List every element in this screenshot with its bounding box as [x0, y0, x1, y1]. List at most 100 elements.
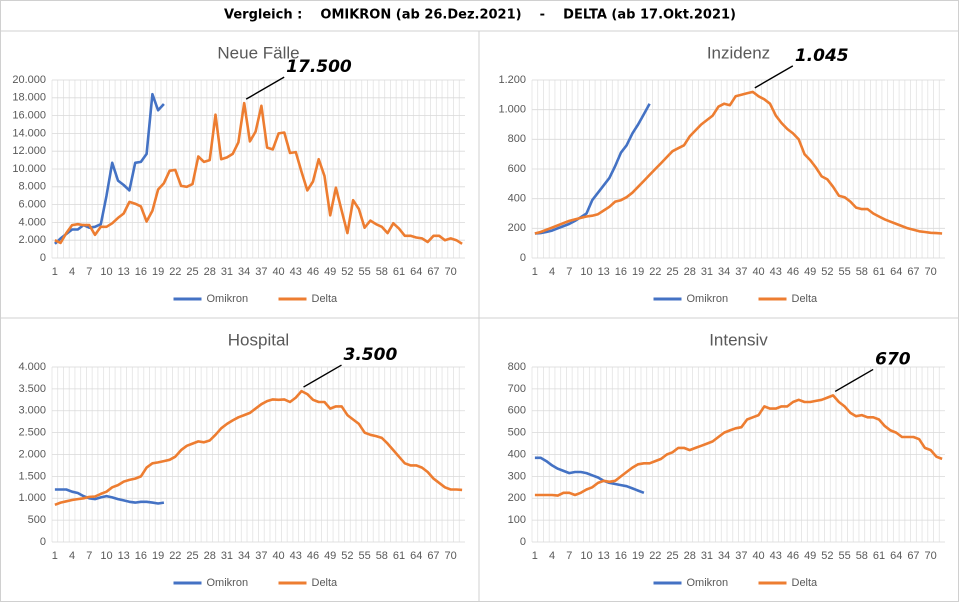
- x-tick-label: 55: [358, 266, 370, 278]
- x-tick-label: 34: [718, 266, 730, 278]
- y-tick-label: 2.000: [18, 234, 46, 246]
- x-tick-label: 25: [186, 266, 198, 278]
- y-tick-label: 20.000: [12, 74, 46, 86]
- x-tick-label: 34: [718, 550, 730, 562]
- y-tick-label: 0: [520, 252, 526, 264]
- y-tick-label: 400: [508, 193, 526, 205]
- x-tick-label: 25: [186, 550, 198, 562]
- x-tick-label: 64: [890, 266, 902, 278]
- x-tick-label: 40: [752, 266, 764, 278]
- x-tick-label: 31: [701, 550, 713, 562]
- y-tick-label: 2.000: [18, 448, 46, 460]
- x-tick-label: 46: [307, 266, 319, 278]
- x-tick-label: 31: [221, 550, 233, 562]
- y-tick-label: 800: [508, 133, 526, 145]
- x-tick-label: 7: [566, 550, 572, 562]
- y-tick-label: 100: [508, 514, 526, 526]
- annotation-line: [834, 368, 874, 393]
- x-tick-label: 13: [598, 266, 610, 278]
- x-tick-label: 19: [632, 266, 644, 278]
- x-tick-label: 52: [341, 550, 353, 562]
- annotation: 3.500: [344, 345, 398, 365]
- annotation-line: [303, 364, 342, 388]
- x-tick-label: 70: [925, 550, 937, 562]
- x-tick-label: 49: [324, 266, 336, 278]
- annotation: 17.500: [286, 57, 352, 77]
- x-tick-label: 58: [856, 550, 868, 562]
- legend-label: Omikron: [207, 293, 249, 305]
- x-tick-label: 64: [890, 550, 902, 562]
- x-tick-label: 16: [615, 266, 627, 278]
- x-tick-label: 28: [684, 266, 696, 278]
- x-tick-label: 28: [684, 550, 696, 562]
- y-tick-label: 1.000: [18, 492, 46, 504]
- x-tick-label: 22: [649, 266, 661, 278]
- y-tick-label: 1.200: [498, 74, 526, 86]
- x-tick-label: 61: [873, 266, 885, 278]
- x-tick-label: 37: [735, 266, 747, 278]
- x-tick-label: 49: [804, 550, 816, 562]
- series-line: [534, 103, 651, 235]
- legend-label: Delta: [312, 577, 339, 589]
- y-tick-label: 3.500: [18, 383, 46, 395]
- y-tick-label: 4.000: [18, 216, 46, 228]
- x-tick-label: 55: [358, 550, 370, 562]
- x-tick-label: 49: [804, 266, 816, 278]
- x-tick-label: 58: [376, 266, 388, 278]
- x-tick-label: 37: [255, 266, 267, 278]
- x-tick-label: 1: [52, 550, 58, 562]
- x-tick-label: 43: [290, 266, 302, 278]
- x-tick-label: 37: [735, 550, 747, 562]
- y-tick-label: 3.000: [18, 405, 46, 417]
- x-tick-label: 52: [821, 550, 833, 562]
- x-tick-label: 46: [307, 550, 319, 562]
- x-tick-label: 67: [427, 550, 439, 562]
- chart-title: Inzidenz: [707, 43, 770, 62]
- x-tick-label: 64: [410, 266, 422, 278]
- y-tick-label: 700: [508, 383, 526, 395]
- x-tick-label: 10: [580, 266, 592, 278]
- y-tick-label: 300: [508, 470, 526, 482]
- annotation-line: [754, 65, 794, 89]
- chart-title: Intensiv: [709, 330, 768, 349]
- x-tick-label: 55: [838, 266, 850, 278]
- x-tick-label: 19: [152, 550, 164, 562]
- x-tick-label: 1: [52, 266, 58, 278]
- x-tick-label: 16: [135, 550, 147, 562]
- legend-label: Omikron: [207, 577, 249, 589]
- x-tick-label: 28: [204, 550, 216, 562]
- legend-label: Delta: [312, 293, 339, 305]
- x-tick-label: 58: [376, 550, 388, 562]
- x-tick-label: 46: [787, 266, 799, 278]
- y-tick-label: 800: [508, 361, 526, 373]
- x-tick-label: 7: [86, 550, 92, 562]
- x-tick-label: 61: [873, 550, 885, 562]
- series-line: [54, 488, 165, 505]
- page-title: Vergleich : OMIKRON (ab 26.Dez.2021) - D…: [224, 8, 736, 23]
- x-tick-label: 31: [701, 266, 713, 278]
- y-tick-label: 0: [520, 536, 526, 548]
- x-tick-label: 55: [838, 550, 850, 562]
- x-tick-label: 40: [272, 550, 284, 562]
- x-tick-label: 25: [666, 266, 678, 278]
- x-tick-label: 37: [255, 550, 267, 562]
- x-tick-label: 22: [169, 550, 181, 562]
- y-tick-label: 1.000: [498, 104, 526, 116]
- x-tick-label: 19: [632, 550, 644, 562]
- x-tick-label: 43: [290, 550, 302, 562]
- y-tick-label: 2.500: [18, 427, 46, 439]
- x-tick-label: 22: [169, 266, 181, 278]
- x-tick-label: 67: [427, 266, 439, 278]
- y-tick-label: 0: [40, 536, 46, 548]
- x-tick-label: 67: [907, 266, 919, 278]
- annotation: 670: [875, 349, 911, 369]
- chart-title: Neue Fälle: [217, 43, 299, 62]
- x-tick-label: 10: [580, 550, 592, 562]
- x-tick-label: 4: [69, 266, 75, 278]
- series-line: [534, 394, 943, 497]
- y-tick-label: 500: [28, 514, 46, 526]
- y-tick-label: 12.000: [12, 145, 46, 157]
- annotation: 1.045: [795, 46, 849, 66]
- annotation-line: [245, 76, 285, 100]
